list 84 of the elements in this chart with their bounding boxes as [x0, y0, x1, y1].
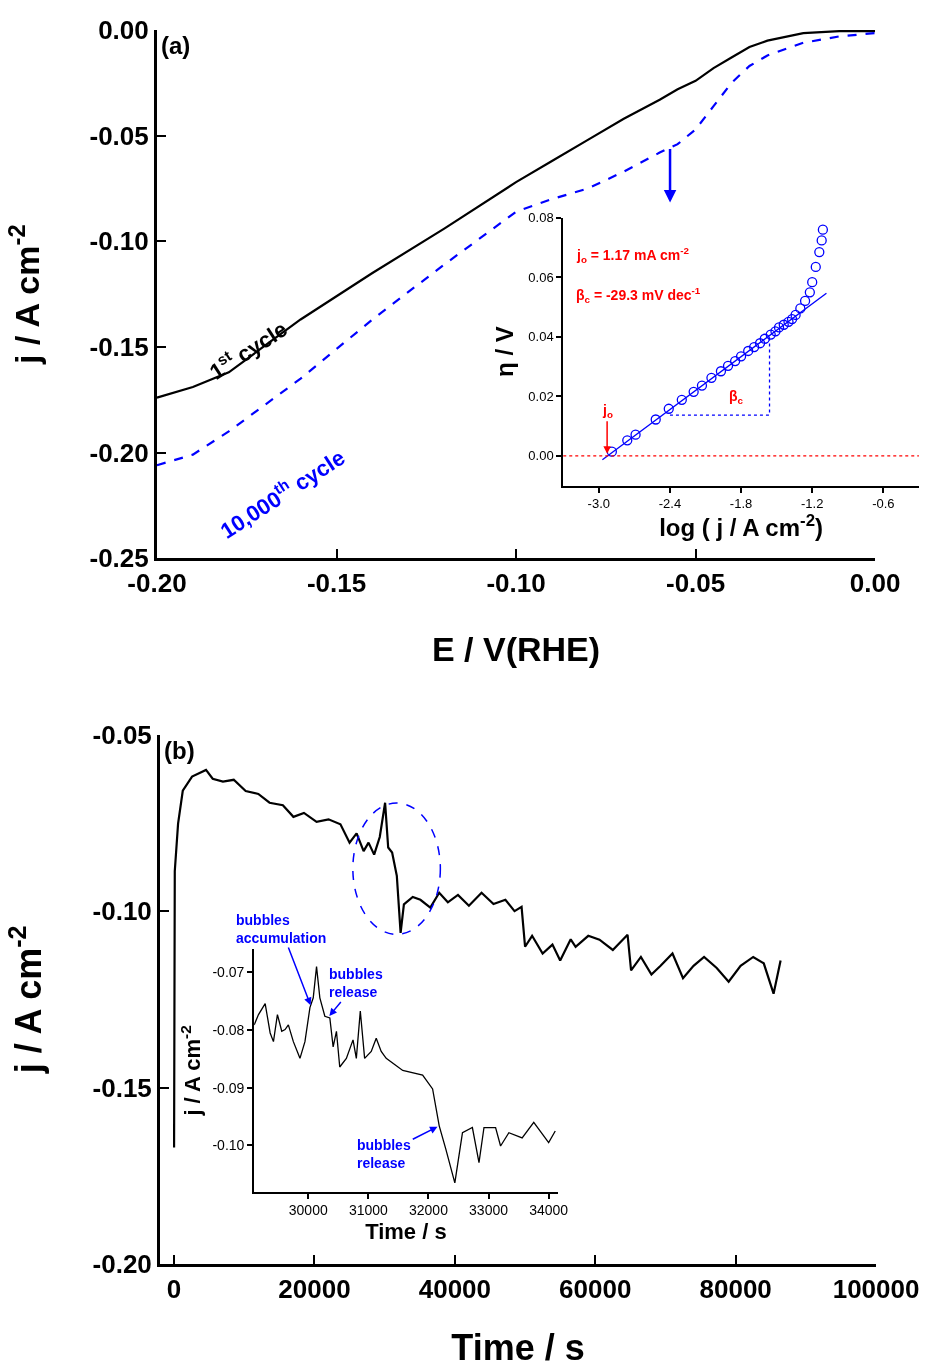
x-tick-label: 20000 [278, 1274, 351, 1305]
y-tick-label: 0.00 [528, 448, 554, 464]
x-tick-label: 100000 [832, 1274, 920, 1305]
point [816, 235, 827, 246]
x-tick-label: 80000 [699, 1274, 772, 1305]
y-tick-label: -0.20 [92, 1249, 152, 1280]
x-tick-label: -2.4 [658, 496, 682, 512]
x-axis-title: log ( j / A cm$^{-2}$) [659, 511, 823, 542]
y-tick-label: -0.20 [89, 437, 149, 468]
point [759, 333, 770, 344]
x-axis-title: Time / s [451, 1327, 585, 1368]
x-axis-title: E / V(RHE) [431, 629, 601, 668]
y-tick-label: -0.07 [212, 964, 245, 981]
y-tick-label: 0.02 [528, 388, 554, 404]
point [650, 414, 661, 425]
y-tick-label: -0.10 [89, 226, 149, 257]
point [790, 309, 801, 321]
y-tick-label: -0.10 [92, 896, 152, 927]
x-tick-label: 40000 [418, 1274, 492, 1305]
point [688, 386, 699, 397]
point [778, 319, 789, 330]
point [770, 326, 781, 337]
x-tick-label: 0.00 [849, 568, 901, 599]
point [807, 277, 818, 288]
x-tick-label: -0.05 [665, 568, 726, 599]
x-tick-label: 0 [166, 1274, 182, 1305]
annotation: j$_{o}$ [602, 402, 613, 420]
x-tick-label: -1.2 [801, 496, 824, 512]
point [817, 224, 829, 235]
point [676, 394, 687, 405]
point [786, 313, 798, 325]
point [743, 345, 754, 357]
x-tick-label: -1.8 [729, 496, 753, 512]
point [765, 329, 776, 340]
point [663, 403, 674, 414]
y-tick-label: -0.15 [89, 332, 149, 363]
point [748, 341, 760, 353]
annotation: j$_{o}$ = 1.17 mA cm$^{-2}$ [576, 245, 690, 265]
y-tick-label: -0.09 [212, 1079, 245, 1096]
point [795, 303, 806, 314]
point [706, 372, 717, 383]
line-series [172, 768, 782, 1149]
point [735, 351, 747, 362]
point [722, 360, 734, 372]
chart-title: (a) [161, 32, 191, 59]
x-tick-label: 32000 [408, 1202, 449, 1219]
point [715, 366, 727, 377]
point [783, 316, 794, 327]
y-tick-label: 0.08 [528, 210, 554, 226]
x-tick-label: -0.6 [872, 496, 895, 512]
y-tick-label: 0.04 [528, 329, 554, 345]
point [696, 380, 708, 391]
point [622, 435, 633, 446]
x-tick-label: -3.0 [587, 496, 611, 512]
point [804, 287, 815, 298]
x-tick-label: 33000 [469, 1202, 509, 1219]
y-tick-label: -0.08 [212, 1022, 245, 1038]
y-tick-label: -0.15 [92, 1072, 152, 1103]
annotation: bubbles accumulation [236, 912, 327, 947]
point [810, 261, 821, 273]
x-tick-label: 60000 [559, 1274, 632, 1305]
y-tick-label: 0.00 [98, 15, 149, 46]
x-axis-title: Time / s [365, 1218, 447, 1244]
point [730, 355, 741, 367]
point [814, 246, 825, 258]
point [630, 429, 641, 440]
point [773, 322, 785, 333]
x-tick-label: 30000 [288, 1202, 328, 1219]
x-tick-label: 34000 [529, 1202, 569, 1219]
y-tick-label: -0.05 [89, 120, 149, 151]
annotation: β$_{c}$ = -29.3 mV dec$^{-1}$ [576, 285, 701, 305]
y-tick-label: 0.06 [528, 269, 554, 285]
y-tick-label: -0.10 [212, 1137, 245, 1154]
y-tick-label: -0.05 [92, 719, 152, 750]
x-tick-label: 31000 [348, 1202, 389, 1219]
point [606, 446, 618, 457]
y-axis-title: η / V [490, 326, 518, 377]
point [754, 338, 766, 349]
annotation: bubbles release [357, 1137, 411, 1172]
chart-title: (b) [164, 737, 195, 764]
annotation: bubbles release [329, 966, 383, 1001]
annotation: β$_{c}$ [729, 388, 744, 406]
x-tick-label: -0.15 [306, 568, 367, 599]
point [799, 295, 811, 307]
